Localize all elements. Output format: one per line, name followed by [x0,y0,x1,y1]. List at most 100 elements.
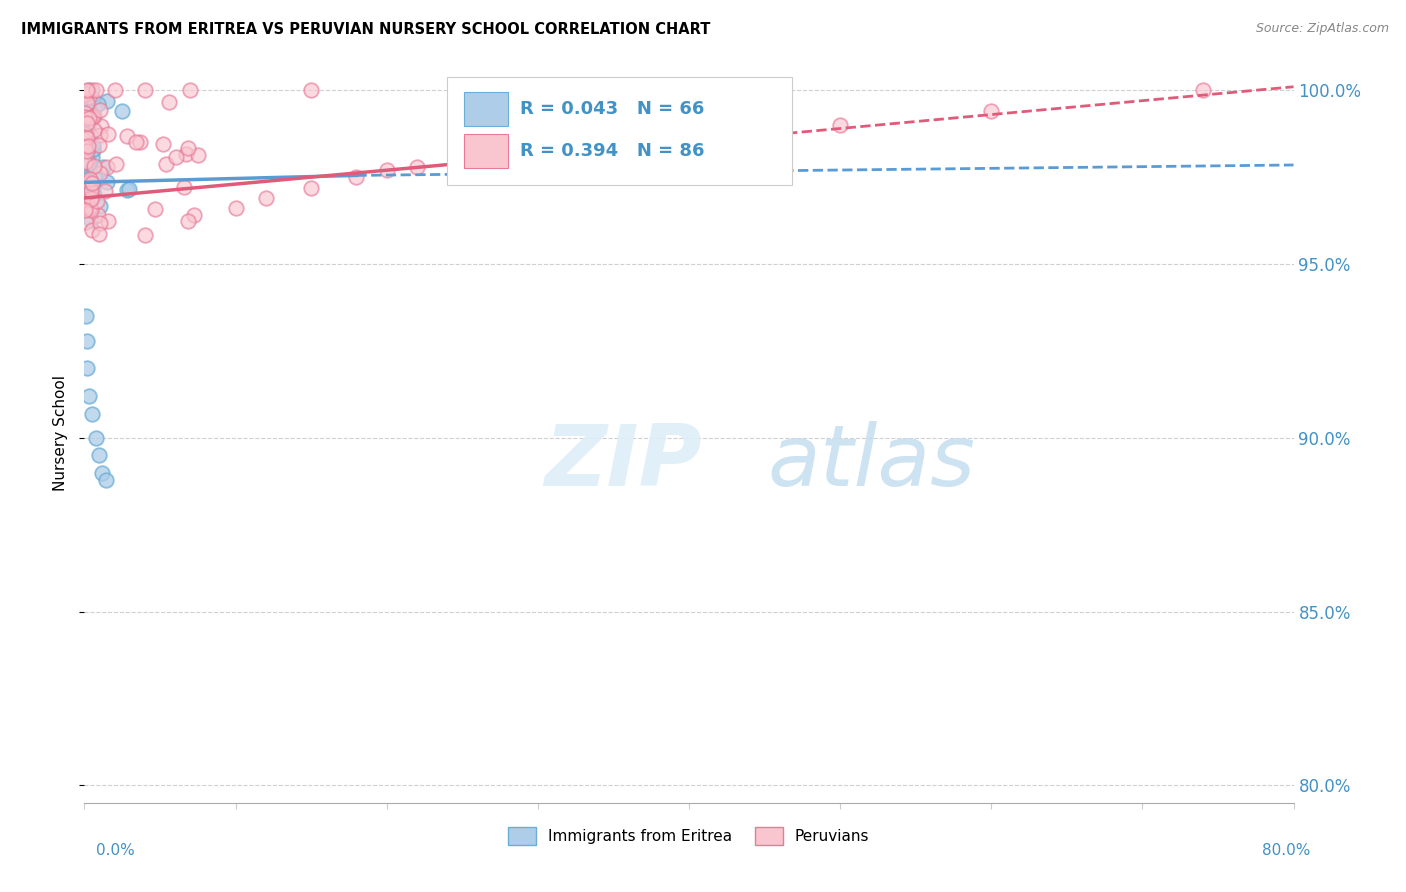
Point [82,180,104,194]
Point [77,389,100,403]
Point [176,147,198,161]
Point [75,193,97,207]
Point [90,119,112,133]
Point [128,135,150,149]
Point [80,184,103,198]
Point [73,140,96,154]
Text: Source: ZipAtlas.com: Source: ZipAtlas.com [1256,22,1389,36]
Point [73,165,96,179]
Point [602,136,624,150]
Point [299,180,322,194]
Point [80,83,103,97]
Point [91,161,114,175]
Point [75,153,97,168]
Point [86,83,108,97]
Point [84,99,107,113]
Point [496,149,519,163]
Point [94,184,117,198]
Point [76,164,98,178]
Point [104,157,127,171]
Point [87,138,110,153]
Point [82,109,104,123]
Point [96,161,118,175]
Point [80,191,103,205]
Point [96,95,118,109]
Point [451,83,474,97]
Point [118,182,141,196]
FancyBboxPatch shape [464,92,508,126]
Point [79,202,101,216]
Point [89,103,111,117]
Point [77,175,100,189]
Point [173,180,195,194]
Point [82,136,104,151]
Point [76,361,98,376]
Point [75,90,97,104]
Point [678,128,700,143]
FancyBboxPatch shape [464,135,508,169]
Point [157,95,180,110]
Point [73,131,96,145]
Point [77,90,100,104]
Point [754,125,776,139]
Point [83,159,105,173]
Point [83,123,105,137]
Point [73,89,96,103]
Point [77,198,100,212]
Point [76,105,98,120]
Point [77,83,100,97]
Point [115,129,138,144]
Point [73,87,96,101]
Point [79,200,101,214]
Point [75,111,97,125]
Point [79,192,101,206]
Point [76,144,98,158]
Text: atlas: atlas [768,421,976,504]
Point [1192,83,1215,97]
Point [89,448,111,462]
Point [89,227,111,242]
Point [75,215,97,229]
Point [89,216,111,230]
Point [75,133,97,147]
Point [177,213,200,227]
Point [83,170,105,185]
Point [980,104,1002,119]
Point [77,132,100,146]
Point [76,166,98,180]
Point [77,155,100,169]
Text: IMMIGRANTS FROM ERITREA VS PERUVIAN NURSERY SCHOOL CORRELATION CHART: IMMIGRANTS FROM ERITREA VS PERUVIAN NURS… [21,22,710,37]
Point [165,150,187,164]
Point [86,208,108,222]
Point [179,83,201,97]
Point [451,153,474,167]
Point [80,203,103,218]
Point [87,96,110,111]
Point [82,91,104,105]
Point [225,202,247,216]
FancyBboxPatch shape [447,78,792,185]
Point [177,141,200,155]
Point [83,109,105,123]
Point [187,148,209,162]
Text: ZIP: ZIP [544,421,702,504]
Point [75,121,97,136]
Point [152,136,174,151]
Point [76,203,98,218]
Point [76,83,98,97]
Point [104,83,127,97]
Point [73,173,96,187]
Point [134,228,156,243]
Point [124,135,146,149]
Point [75,309,97,323]
Point [76,139,98,153]
Point [89,166,111,180]
Point [73,95,96,109]
Point [75,104,97,119]
Point [527,145,550,160]
Point [76,173,98,187]
Point [79,172,101,186]
Point [76,135,98,149]
Point [76,114,98,128]
Point [76,136,98,151]
